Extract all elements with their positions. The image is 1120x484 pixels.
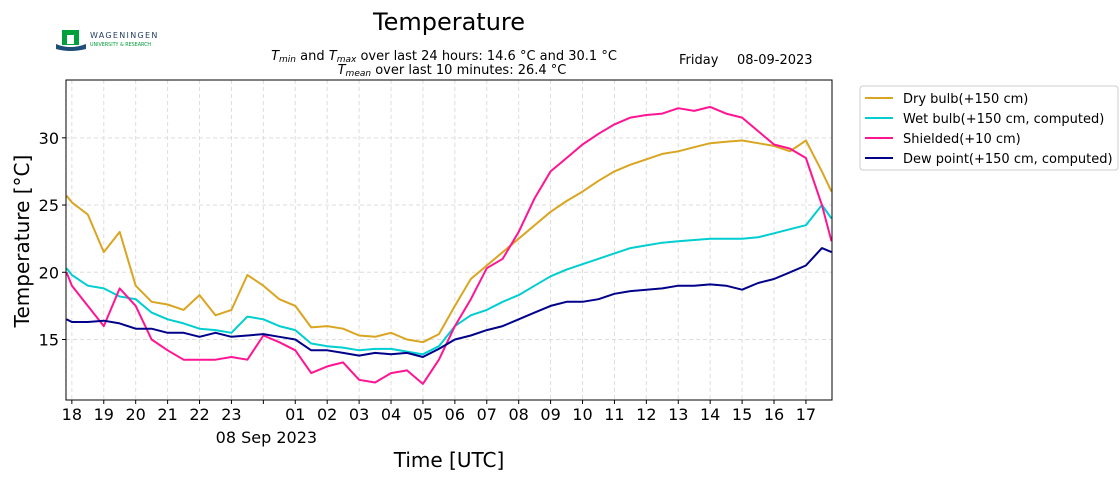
series-line-3: [66, 247, 832, 358]
y-tick-label: 20: [39, 263, 59, 282]
x-tick-label: 14: [700, 405, 720, 424]
y-tick-label: 25: [39, 196, 59, 215]
x-tick-label: 08: [509, 405, 529, 424]
x-tick-label: 18: [62, 405, 82, 424]
x-tick-label: 10: [572, 405, 592, 424]
legend-label: Dry bulb(+150 cm): [903, 92, 1028, 107]
x-tick-label: 02: [317, 405, 337, 424]
legend-label: Dew point(+150 cm, computed): [903, 152, 1113, 167]
chart-title: Temperature: [372, 8, 525, 36]
x-tick-label: 23: [221, 405, 241, 424]
plot-frame: [65, 79, 833, 401]
x-tick-label: 07: [477, 405, 497, 424]
y-tick-label: 15: [39, 330, 59, 349]
y-axis-label: Temperature [°C]: [10, 155, 34, 329]
x-tick-label: 19: [94, 405, 114, 424]
x-tick-label: 22: [189, 405, 209, 424]
x-tick-label: 12: [636, 405, 656, 424]
x-tick-label: 05: [413, 405, 433, 424]
series-line-0: [65, 139, 833, 344]
x-tick-label: 13: [668, 405, 688, 424]
legend-label: Shielded(+10 cm): [903, 132, 1021, 147]
series-line-2: [65, 105, 833, 385]
logo-sub: UNIVERSITY & RESEARCH: [90, 42, 151, 48]
axes: 15 20 25 30 18 19 20 21 22 23 08 Sep 2023 01 02 03 04 0…: [39, 129, 816, 447]
wur-logo: WAGENINGEN UNIVERSITY & RESEARCH: [56, 30, 159, 51]
subtitle-mean: Tmean over last 10 minutes: 26.4 °C: [338, 63, 567, 79]
legend-label: Wet bulb(+150 cm, computed): [903, 112, 1104, 127]
y-tick-label: 30: [39, 129, 59, 148]
x-tick-label: 20: [126, 405, 146, 424]
x-tick-label: 21: [157, 405, 177, 424]
series-lines: [65, 105, 833, 385]
subtitle-minmax: Tmin and Tmax over last 24 hours: 14.6 °…: [271, 49, 617, 65]
x-date-label: 08 Sep 2023: [216, 428, 317, 447]
logo-name: WAGENINGEN: [90, 31, 159, 40]
day-label: Friday: [679, 53, 719, 68]
x-tick-label: 06: [445, 405, 465, 424]
legend: Dry bulb(+150 cm) Wet bulb(+150 cm, compu…: [859, 85, 1119, 171]
x-tick-label: 01: [285, 405, 305, 424]
x-tick-label: 03: [349, 405, 369, 424]
date-label: 08-09-2023: [737, 53, 813, 68]
x-tick-label: 04: [381, 405, 401, 424]
x-tick-label: 17: [796, 405, 816, 424]
x-tick-label: 09: [540, 405, 560, 424]
x-tick-label: 11: [604, 405, 624, 424]
series-line-1: [65, 204, 833, 356]
grid: [66, 80, 832, 400]
x-axis-label: Time [UTC]: [393, 448, 505, 472]
x-tick-label: 16: [764, 405, 784, 424]
x-tick-label: 15: [732, 405, 752, 424]
